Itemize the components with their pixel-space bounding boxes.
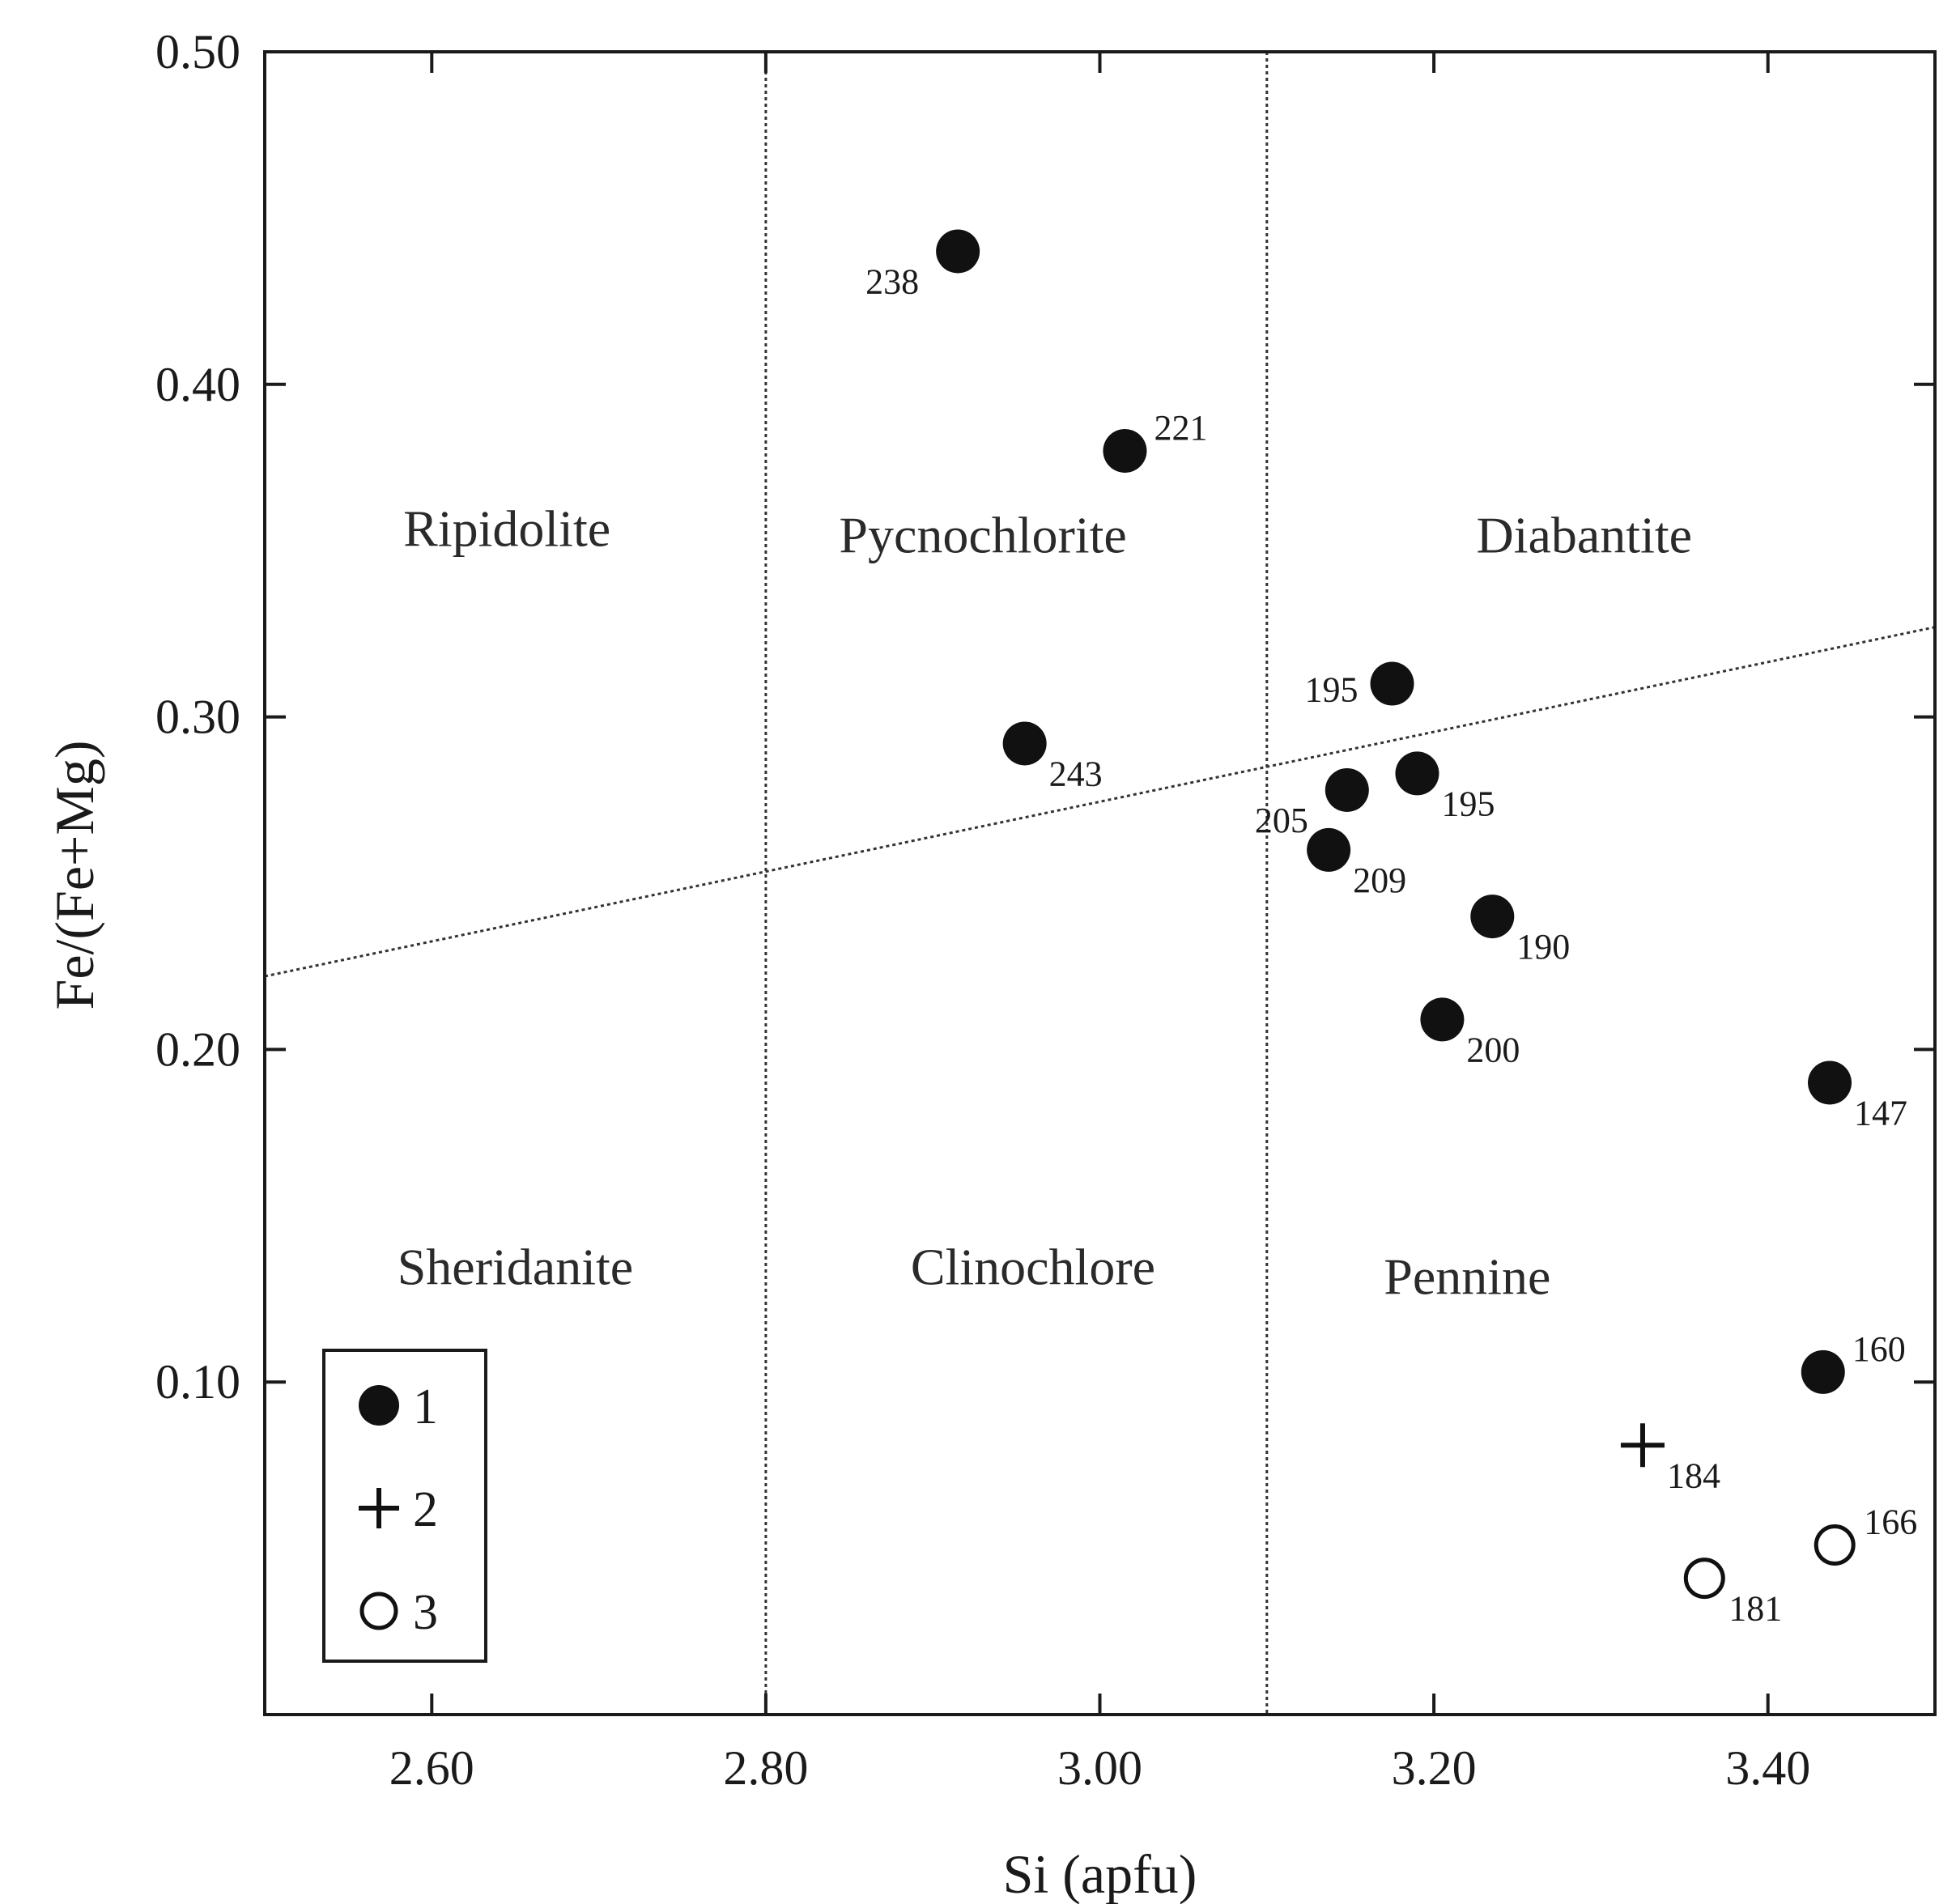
point-label: 209 bbox=[1353, 861, 1406, 900]
filled-circle-marker bbox=[1002, 721, 1047, 766]
plus-marker bbox=[359, 1488, 399, 1528]
point-label: 243 bbox=[1049, 754, 1103, 793]
x-tick-label: 3.20 bbox=[1392, 1741, 1477, 1795]
x-tick-label: 3.40 bbox=[1725, 1741, 1810, 1795]
point-label: 147 bbox=[1854, 1093, 1907, 1133]
point-label: 160 bbox=[1852, 1329, 1906, 1369]
filled-circle-marker bbox=[1370, 661, 1414, 706]
legend-box bbox=[322, 1349, 487, 1663]
y-axis-title: Fe/(Fe+Mg) bbox=[44, 741, 105, 1010]
filled-circle-marker bbox=[359, 1385, 399, 1426]
legend-label: 3 bbox=[413, 1585, 438, 1640]
point-label: 205 bbox=[1255, 801, 1308, 840]
point-label: 238 bbox=[865, 261, 919, 301]
filled-circle-marker bbox=[1395, 751, 1439, 796]
x-tick-label: 2.80 bbox=[723, 1741, 808, 1795]
y-tick-label: 0.40 bbox=[155, 358, 240, 411]
region-label: Ripidolite bbox=[403, 499, 610, 557]
legend-label: 1 bbox=[413, 1379, 438, 1434]
point-label: 195 bbox=[1441, 784, 1495, 823]
filled-circle-marker bbox=[1103, 428, 1147, 473]
point-label: 200 bbox=[1466, 1030, 1520, 1069]
y-tick-label: 0.50 bbox=[155, 25, 240, 79]
y-tick-label: 0.30 bbox=[155, 691, 240, 744]
region-label: Diabantite bbox=[1476, 507, 1692, 564]
point-label: 184 bbox=[1667, 1456, 1720, 1495]
y-tick-label: 0.10 bbox=[155, 1355, 240, 1409]
point-label: 166 bbox=[1864, 1502, 1917, 1541]
region-label: Clinochlore bbox=[911, 1238, 1155, 1295]
filled-circle-marker bbox=[1801, 1349, 1845, 1394]
point-label: 221 bbox=[1154, 408, 1207, 448]
filled-circle-marker bbox=[936, 229, 980, 274]
filled-circle-marker bbox=[1307, 827, 1351, 872]
region-label: Pycnochlorite bbox=[839, 507, 1126, 564]
open-circle-marker bbox=[1814, 1524, 1856, 1566]
point-label: 190 bbox=[1516, 927, 1570, 967]
point-label: 195 bbox=[1305, 670, 1359, 710]
axis-ticks: 2.60 2.80 3.00 3.20 3.40 0.10 0.20 0.30 0.40 0.50 bbox=[155, 25, 1935, 1795]
classification-boundaries bbox=[264, 52, 1936, 1715]
open-circle-marker bbox=[359, 1592, 398, 1630]
region-label: Sheridanite bbox=[398, 1238, 633, 1295]
plus-marker bbox=[1620, 1423, 1665, 1468]
open-circle-marker bbox=[1683, 1558, 1725, 1600]
y-tick-label: 0.20 bbox=[155, 1022, 240, 1076]
region-labels: Ripidolite Pycnochlorite Diabantite Sherida… bbox=[398, 499, 1692, 1305]
data-points: 238 221 243 195 205 195 209 190 200 147 160 184 181 1… bbox=[865, 229, 1917, 1629]
point-label: 181 bbox=[1729, 1589, 1782, 1629]
region-label: Pennine bbox=[1384, 1248, 1550, 1306]
x-tick-label: 3.00 bbox=[1057, 1741, 1142, 1795]
filled-circle-marker bbox=[1420, 997, 1465, 1042]
legend-label: 2 bbox=[413, 1482, 438, 1537]
x-axis-title: Si (apfu) bbox=[1003, 1843, 1197, 1904]
x-tick-label: 2.60 bbox=[389, 1741, 474, 1795]
filled-circle-marker bbox=[1808, 1060, 1852, 1105]
filled-circle-marker bbox=[1325, 767, 1369, 812]
filled-circle-marker bbox=[1470, 895, 1515, 939]
legend: 1 2 3 bbox=[322, 1349, 487, 1663]
